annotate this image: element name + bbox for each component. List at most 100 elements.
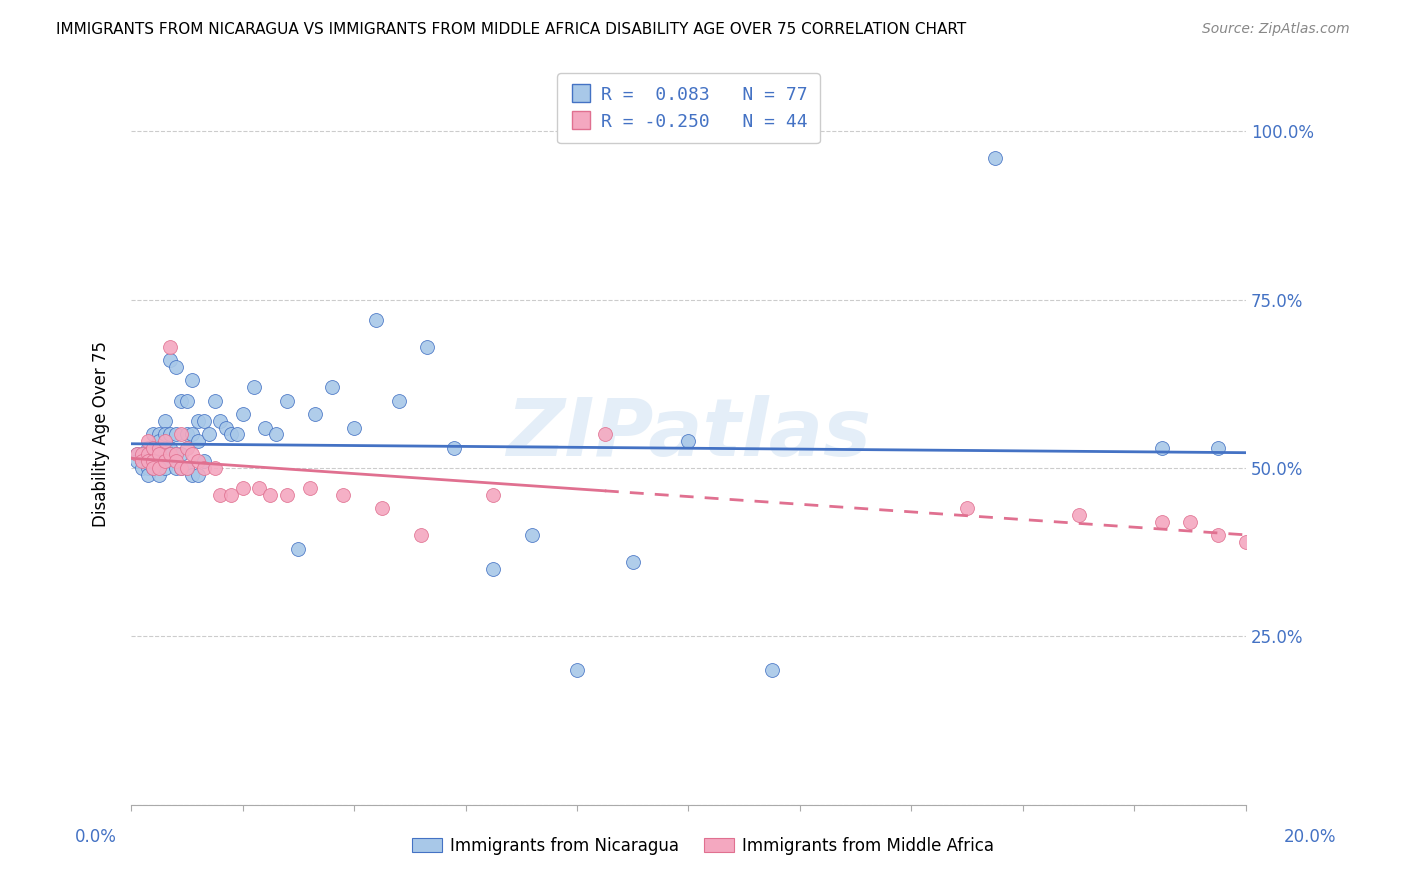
Point	[232, 481, 254, 495]
Point	[165, 454, 187, 468]
Point	[221, 488, 243, 502]
Point	[165, 448, 187, 462]
Point	[565, 663, 588, 677]
Point	[165, 427, 187, 442]
Text: IMMIGRANTS FROM NICARAGUA VS IMMIGRANTS FROM MIDDLE AFRICA DISABILITY AGE OVER 7: IMMIGRANTS FROM NICARAGUA VS IMMIGRANTS …	[56, 22, 966, 37]
Text: ZIPatlas: ZIPatlas	[506, 395, 870, 474]
Point	[366, 313, 388, 327]
Point	[221, 427, 243, 442]
Point	[142, 461, 165, 475]
Point	[176, 461, 198, 475]
Point	[125, 448, 148, 462]
Point	[343, 420, 366, 434]
Point	[142, 461, 165, 475]
Point	[136, 448, 159, 462]
Point	[165, 359, 187, 374]
Point	[1067, 508, 1090, 522]
Point	[443, 441, 465, 455]
Point	[131, 461, 153, 475]
Point	[148, 454, 170, 468]
Point	[187, 467, 209, 482]
Point	[159, 448, 181, 462]
Point	[522, 528, 544, 542]
Point	[136, 467, 159, 482]
Point	[131, 454, 153, 468]
Point	[247, 481, 270, 495]
Point	[142, 448, 165, 462]
Point	[153, 427, 176, 442]
Point	[148, 434, 170, 448]
Point	[204, 461, 226, 475]
Point	[226, 427, 249, 442]
Point	[142, 441, 165, 455]
Point	[153, 448, 176, 462]
Point	[136, 441, 159, 455]
Point	[209, 414, 232, 428]
Point	[153, 434, 176, 448]
Point	[136, 454, 159, 468]
Text: 0.0%: 0.0%	[75, 828, 117, 846]
Point	[761, 663, 783, 677]
Point	[159, 340, 181, 354]
Point	[187, 454, 209, 468]
Point	[181, 374, 204, 388]
Point	[621, 555, 644, 569]
Point	[176, 427, 198, 442]
Point	[264, 427, 287, 442]
Point	[136, 461, 159, 475]
Point	[482, 488, 505, 502]
Point	[1234, 535, 1257, 549]
Point	[148, 448, 170, 462]
Point	[136, 448, 159, 462]
Point	[176, 441, 198, 455]
Point	[148, 461, 170, 475]
Point	[321, 380, 343, 394]
Point	[142, 454, 165, 468]
Point	[187, 434, 209, 448]
Point	[193, 454, 215, 468]
Point	[159, 441, 181, 455]
Point	[1152, 441, 1174, 455]
Point	[181, 448, 204, 462]
Point	[176, 393, 198, 408]
Text: 20.0%: 20.0%	[1284, 828, 1337, 846]
Point	[1206, 441, 1229, 455]
Legend: R =  0.083   N = 77, R = -0.250   N = 44: R = 0.083 N = 77, R = -0.250 N = 44	[557, 73, 820, 144]
Point	[170, 448, 193, 462]
Point	[409, 528, 432, 542]
Point	[153, 454, 176, 468]
Point	[276, 393, 298, 408]
Point	[304, 407, 326, 421]
Point	[276, 488, 298, 502]
Point	[482, 562, 505, 576]
Point	[159, 448, 181, 462]
Point	[253, 420, 276, 434]
Point	[204, 393, 226, 408]
Point	[148, 448, 170, 462]
Point	[148, 467, 170, 482]
Point	[1206, 528, 1229, 542]
Point	[259, 488, 281, 502]
Point	[209, 488, 232, 502]
Point	[131, 448, 153, 462]
Point	[131, 454, 153, 468]
Point	[153, 441, 176, 455]
Point	[1178, 515, 1201, 529]
Point	[159, 427, 181, 442]
Point	[332, 488, 354, 502]
Legend: Immigrants from Nicaragua, Immigrants from Middle Africa: Immigrants from Nicaragua, Immigrants fr…	[405, 830, 1001, 862]
Point	[159, 353, 181, 368]
Point	[170, 393, 193, 408]
Point	[170, 461, 193, 475]
Point	[232, 407, 254, 421]
Point	[176, 461, 198, 475]
Point	[142, 454, 165, 468]
Point	[153, 454, 176, 468]
Point	[956, 501, 979, 516]
Point	[984, 151, 1007, 165]
Point	[678, 434, 700, 448]
Point	[136, 434, 159, 448]
Point	[287, 541, 309, 556]
Point	[388, 393, 411, 408]
Point	[153, 461, 176, 475]
